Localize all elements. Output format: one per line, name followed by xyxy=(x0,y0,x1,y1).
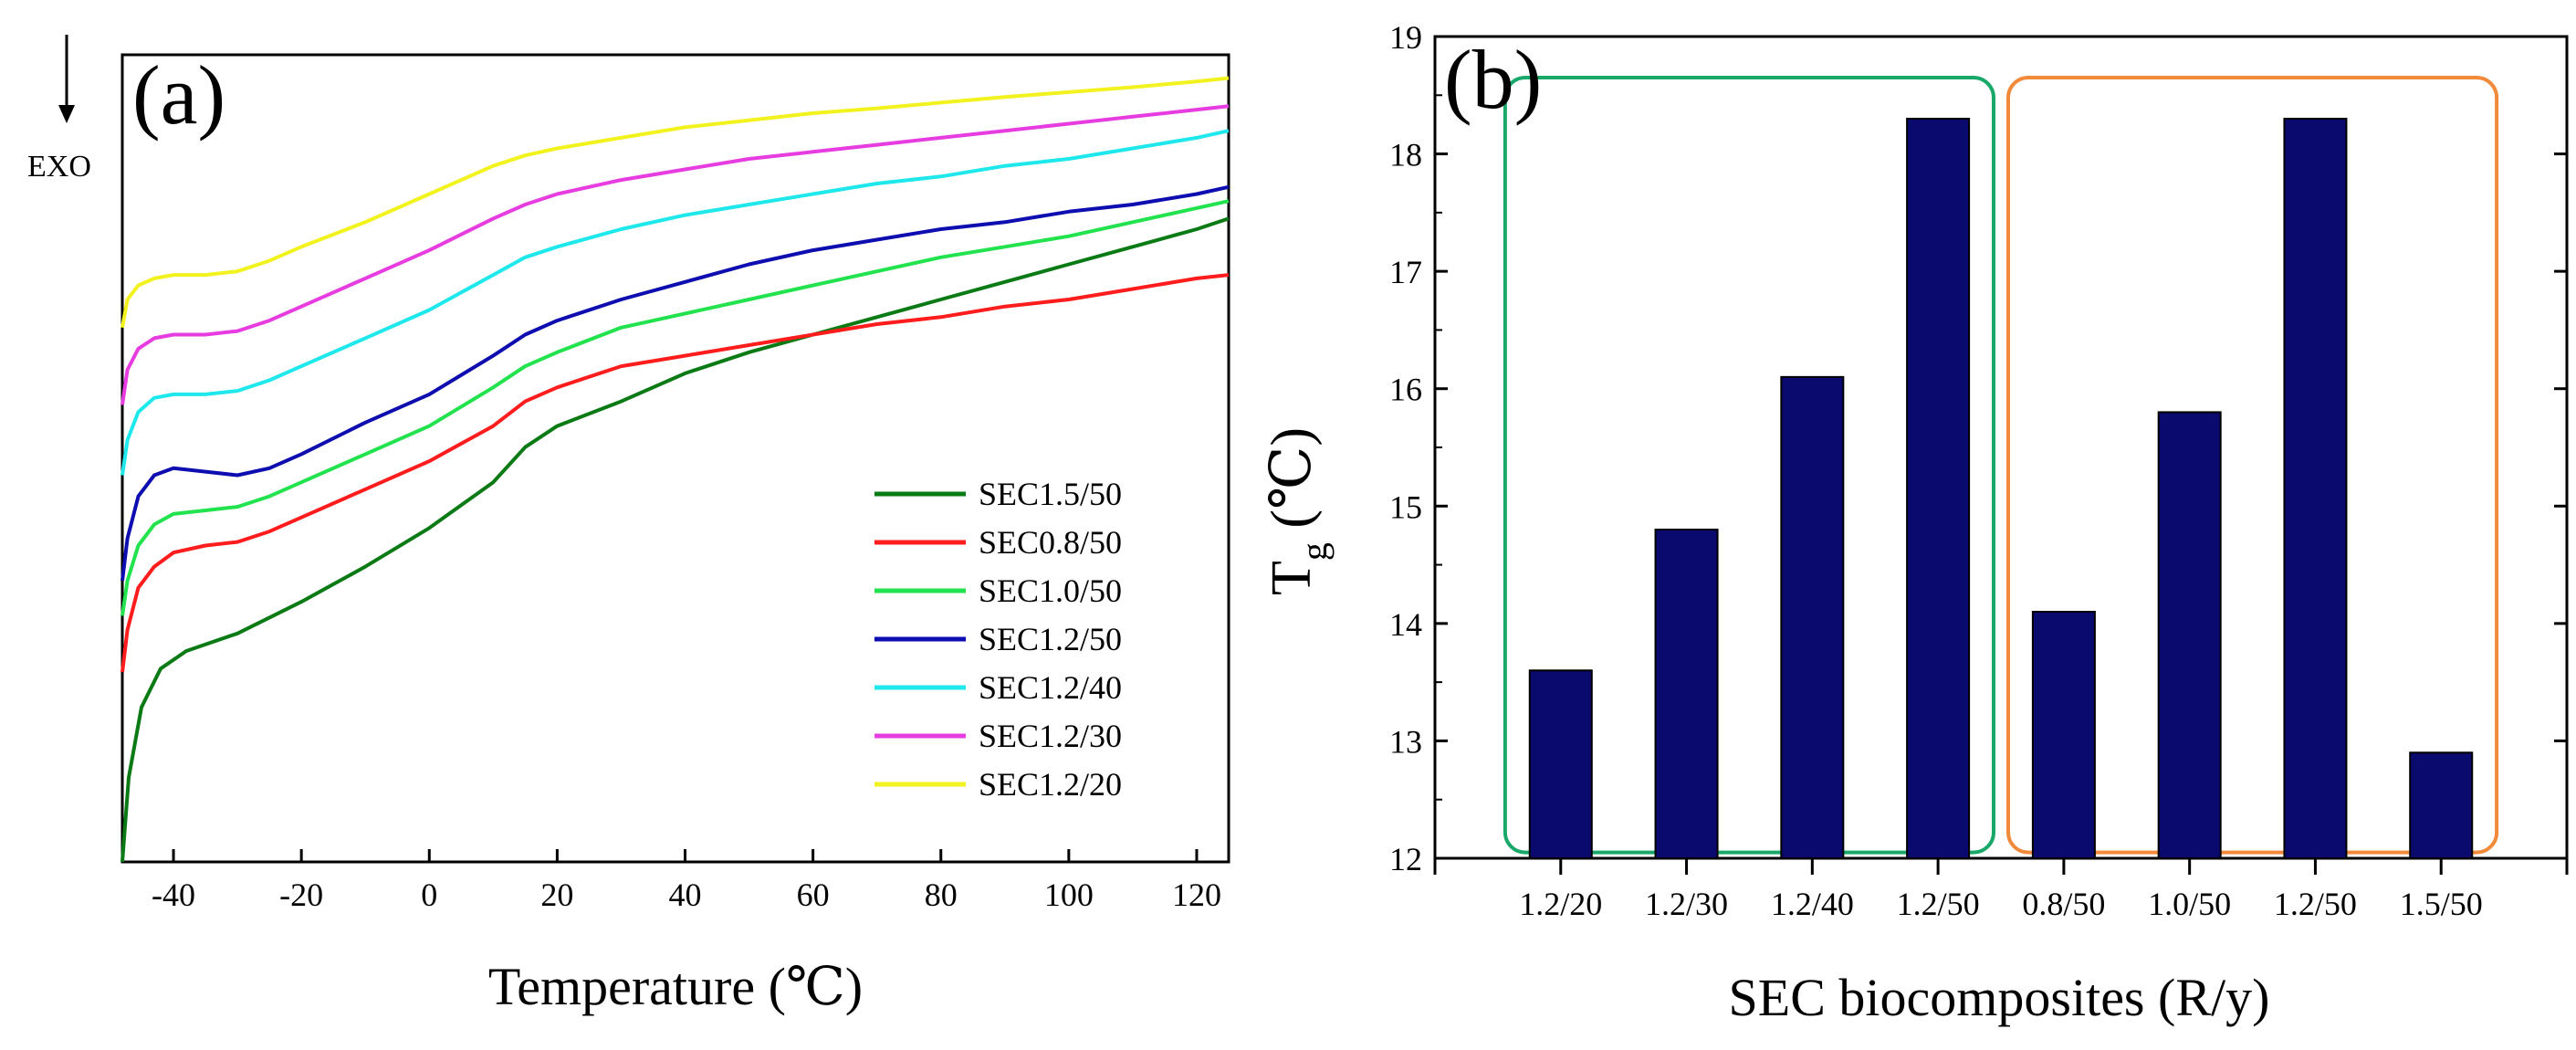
x-tick-label: 40 xyxy=(669,877,702,913)
legend-label: SEC1.2/20 xyxy=(979,766,1122,803)
legend-label: SEC1.5/50 xyxy=(979,476,1122,512)
bar-0.8/50 xyxy=(2031,611,2096,859)
panel-b-tg-bars: 12 13 14 15 16 17 18 19 1.2/20 1.2/30 1.2/40 1.2/5… xyxy=(1261,19,2569,1027)
y-tick-label: 18 xyxy=(1389,137,1422,173)
y-tick-label: 13 xyxy=(1389,723,1422,760)
panel-b-x-ticks: 1.2/20 1.2/30 1.2/40 1.2/50 0.8/50 1.0/50 1.2/… xyxy=(1433,858,2569,922)
panel-a-x-axis-title: Temperature (℃) xyxy=(488,957,863,1016)
bar-1.0/50 xyxy=(2157,411,2222,859)
x-tick-label: 1.2/20 xyxy=(1519,886,1602,922)
curve-SEC1.2/20 xyxy=(120,76,1230,329)
group-box-2 xyxy=(2006,76,2499,855)
y-tick-label: 15 xyxy=(1389,488,1422,525)
x-tick-label: -40 xyxy=(152,877,195,913)
panel-a-x-ticks: -40 -20 0 20 40 60 80 100 120 xyxy=(152,849,1221,913)
exo-annotation: EXO xyxy=(27,150,91,184)
y-tick-label: 19 xyxy=(1389,19,1422,56)
x-tick-label: 60 xyxy=(797,877,830,913)
x-tick-label: 0 xyxy=(421,877,437,913)
panel-b-frame xyxy=(1433,35,2569,860)
x-tick-label: 1.2/40 xyxy=(1771,886,1854,922)
panel-b-x-axis-title: SEC biocomposites (R/y) xyxy=(1729,968,2270,1027)
legend-label: SEC1.0/50 xyxy=(979,572,1122,609)
panel-a-legend: SEC1.5/50 SEC0.8/50 SEC1.0/50 SEC1.2/50 SEC1… xyxy=(874,476,1122,803)
curve-SEC1.0/50 xyxy=(120,199,1230,616)
curve-SEC1.5/50 xyxy=(120,216,1230,863)
y-tick-label: 12 xyxy=(1389,841,1422,877)
legend-label: SEC1.2/40 xyxy=(979,669,1122,706)
curve-SEC1.2/40 xyxy=(120,129,1230,476)
y-axis-title-subscript: g xyxy=(1293,542,1335,561)
y-tick-label: 16 xyxy=(1389,372,1422,408)
exo-arrow-icon xyxy=(58,105,75,123)
x-tick-label: 1.2/30 xyxy=(1645,886,1728,922)
x-tick-label: 1.0/50 xyxy=(2148,886,2231,922)
bar-1.2/40 xyxy=(1780,375,1845,860)
x-tick-label: -20 xyxy=(279,877,323,913)
x-tick-label: 20 xyxy=(540,877,573,913)
panel-a-label: (a) xyxy=(132,48,225,142)
x-tick-label: 100 xyxy=(1044,877,1094,913)
panel-b-label: (b) xyxy=(1444,33,1542,126)
panel-a-curves xyxy=(120,76,1230,863)
bar-1.2/30 xyxy=(1654,529,1719,859)
y-axis-title-unit: (℃) xyxy=(1261,427,1323,542)
curve-SEC1.2/50 xyxy=(120,184,1230,582)
x-tick-label: 0.8/50 xyxy=(2022,886,2105,922)
x-tick-label: 1.5/50 xyxy=(2400,886,2483,922)
panel-a-dsc-curves: -40 -20 0 20 40 60 80 100 120 (a) EXO SEC1.5/50S… xyxy=(27,35,1230,1016)
panel-b-bars xyxy=(1528,118,2474,860)
bar-1.2/20 xyxy=(1528,669,1593,859)
panel-b-group-boxes xyxy=(1503,76,2499,855)
y-tick-label: 17 xyxy=(1389,254,1422,290)
group-box-1 xyxy=(1503,76,1995,855)
x-tick-label: 80 xyxy=(925,877,958,913)
y-tick-label: 14 xyxy=(1389,606,1422,643)
curve-SEC1.2/30 xyxy=(120,104,1230,405)
bar-1.2/50 xyxy=(1906,118,1971,859)
legend-label: SEC1.2/30 xyxy=(979,718,1122,754)
panel-b-y-ticks: 12 13 14 15 16 17 18 19 xyxy=(1389,19,2567,877)
y-axis-title-main: T xyxy=(1261,561,1323,595)
bar-1.5/50 xyxy=(2409,751,2474,859)
x-tick-label: 1.2/50 xyxy=(1897,886,1980,922)
x-tick-label: 1.2/50 xyxy=(2274,886,2357,922)
curve-SEC0.8/50 xyxy=(120,273,1230,673)
legend-label: SEC0.8/50 xyxy=(979,524,1122,561)
bar-1.2/50 xyxy=(2283,118,2348,859)
x-tick-label: 120 xyxy=(1172,877,1221,913)
panel-a-frame xyxy=(120,53,1230,864)
panel-b-y-axis-title: Tg (℃) xyxy=(1261,427,1335,595)
legend-label: SEC1.2/50 xyxy=(979,621,1122,657)
